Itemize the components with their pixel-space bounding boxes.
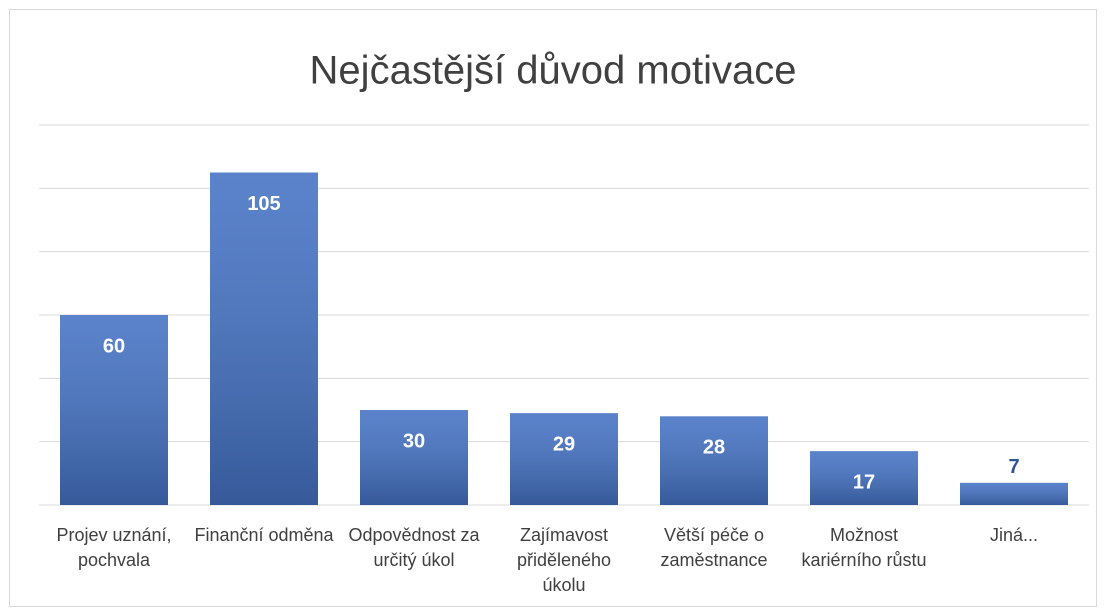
data-label: 28	[703, 437, 725, 459]
data-label: 7	[1008, 456, 1019, 478]
chart-title: Nejčastější důvod motivace	[310, 49, 797, 93]
bar-shade	[660, 416, 768, 505]
chart-border	[9, 9, 1097, 607]
x-tick-label: Větší péče o zaměstnance	[660, 525, 768, 570]
x-tick-label: Možnost kariérního růstu	[801, 525, 927, 570]
data-label: 17	[853, 471, 875, 493]
bar-shade	[210, 172, 318, 505]
data-label: 105	[247, 193, 280, 215]
data-label: 29	[553, 433, 575, 455]
x-tick-label: Odpovědnost za určitý úkol	[348, 525, 480, 570]
bar-shade	[810, 451, 918, 505]
x-tick-label: Finanční odměna	[194, 525, 334, 545]
data-label: 30	[403, 430, 425, 452]
bar-shade	[60, 315, 168, 505]
bar-shade	[360, 410, 468, 505]
x-tick-label: Projev uznání, pochvala	[56, 525, 172, 570]
x-tick-label: Jiná...	[989, 525, 1039, 545]
bar-shade	[510, 413, 618, 505]
bar-shade	[960, 482, 1068, 505]
x-tick-label: Zajímavost přiděleného úkolu	[516, 525, 612, 595]
data-label: 60	[103, 335, 125, 357]
